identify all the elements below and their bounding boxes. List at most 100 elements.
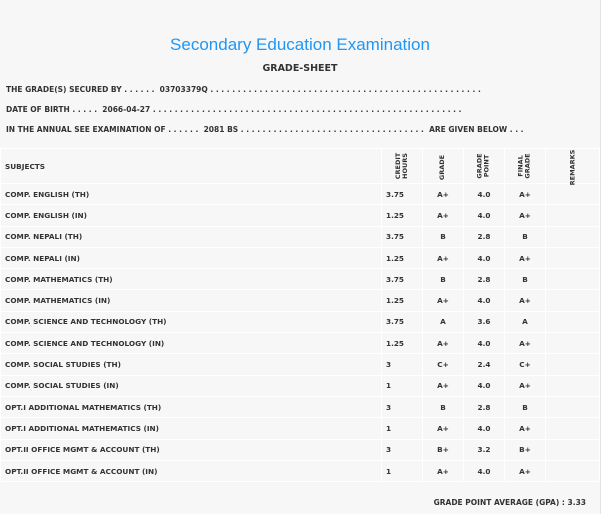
cell-final: B: [504, 395, 546, 419]
cell-point: 2.4: [463, 353, 505, 376]
cell-subject: COMP. NEPALI (TH): [0, 225, 382, 248]
cell-subject: OPT.II OFFICE MGMT & ACCOUNT (IN): [0, 459, 382, 483]
cell-final: B: [504, 225, 546, 248]
cell-credit: 3.75: [381, 182, 423, 206]
cell-credit: 3.75: [381, 310, 423, 334]
cell-point: 4.0: [463, 289, 505, 312]
header-subjects: SUBJECTS: [0, 148, 382, 184]
cell-grade: B: [422, 395, 464, 419]
cell-subject: COMP. ENGLISH (IN): [0, 204, 382, 227]
table-row: COMP. NEPALI (IN) 1.25 A+ 4.0 A+: [0, 246, 600, 270]
cell-credit: 1.25: [381, 332, 423, 355]
table-row: OPT.II OFFICE MGMT & ACCOUNT (TH) 3 B+ 3.2 B…: [0, 438, 600, 461]
cell-point: 4.0: [463, 204, 505, 227]
cell-point: 2.8: [463, 268, 505, 291]
cell-grade: A+: [422, 182, 464, 206]
cell-credit: 1.25: [381, 246, 423, 270]
cell-remarks: [545, 438, 600, 461]
page-title: Secondary Education Examination: [170, 35, 430, 54]
table-row: OPT.I ADDITIONAL MATHEMATICS (IN) 1 A+ 4.0 A…: [0, 417, 600, 440]
cell-credit: 1.25: [381, 289, 423, 312]
cell-subject: OPT.I ADDITIONAL MATHEMATICS (TH): [0, 395, 382, 419]
cell-remarks: [545, 417, 600, 440]
cell-remarks: [545, 268, 600, 291]
cell-grade: A+: [422, 374, 464, 397]
cell-credit: 3: [381, 438, 423, 461]
table-row: OPT.II OFFICE MGMT & ACCOUNT (IN) 1 A+ 4.0 A…: [0, 459, 600, 483]
cell-credit: 3.75: [381, 268, 423, 291]
cell-remarks: [545, 289, 600, 312]
cell-grade: A: [422, 310, 464, 334]
table-row: COMP. MATHEMATICS (TH) 3.75 B 2.8 B: [0, 268, 600, 291]
header-point: GRADE POINT: [476, 153, 491, 179]
header-final: FINAL GRADE: [517, 153, 532, 179]
cell-final: A+: [504, 289, 546, 312]
header-remarks: REMARKS: [567, 149, 576, 185]
cell-credit: 1: [381, 459, 423, 483]
grades-table: SUBJECTS CREDIT HOURS GRADE GRADE POINT …: [0, 148, 600, 483]
cell-final: C+: [504, 353, 546, 376]
cell-final: B: [504, 268, 546, 291]
cell-credit: 1.25: [381, 204, 423, 227]
cell-final: B+: [504, 438, 546, 461]
gpa: GRADE POINT AVERAGE (GPA) : 3.33: [433, 498, 586, 507]
table-row: COMP. NEPALI (TH) 3.75 B 2.8 B: [0, 225, 600, 248]
cell-grade: B+: [422, 438, 464, 461]
cell-credit: 1: [381, 374, 423, 397]
table-row: COMP. ENGLISH (TH) 3.75 A+ 4.0 A+: [0, 182, 600, 206]
cell-point: 4.0: [463, 332, 505, 355]
cell-subject: COMP. SCIENCE AND TECHNOLOGY (TH): [0, 310, 382, 334]
header-grade: GRADE: [438, 154, 447, 180]
cell-grade: A+: [422, 332, 464, 355]
cell-remarks: [545, 374, 600, 397]
cell-subject: COMP. MATHEMATICS (TH): [0, 268, 382, 291]
cell-final: A+: [504, 374, 546, 397]
cell-remarks: [545, 182, 600, 206]
cell-point: 4.0: [463, 374, 505, 397]
cell-grade: A+: [422, 417, 464, 440]
cell-credit: 3: [381, 395, 423, 419]
cell-grade: A+: [422, 204, 464, 227]
cell-point: 2.8: [463, 395, 505, 419]
dob-line: DATE OF BIRTH . . . . . 2066-04-27 . . .…: [6, 105, 462, 114]
cell-subject: COMP. SOCIAL STUDIES (IN): [0, 374, 382, 397]
cell-remarks: [545, 459, 600, 483]
cell-subject: COMP. MATHEMATICS (IN): [0, 289, 382, 312]
cell-grade: C+: [422, 353, 464, 376]
cell-remarks: [545, 332, 600, 355]
cell-grade: B: [422, 268, 464, 291]
header-credit: CREDIT HOURS: [394, 152, 409, 180]
cell-point: 3.6: [463, 310, 505, 334]
secured-by-line: THE GRADE(S) SECURED BY . . . . . . 0370…: [6, 85, 481, 94]
table-row: COMP. SCIENCE AND TECHNOLOGY (IN) 1.25 A+ 4…: [0, 332, 600, 355]
table-row: COMP. ENGLISH (IN) 1.25 A+ 4.0 A+: [0, 204, 600, 227]
cell-remarks: [545, 353, 600, 376]
cell-point: 3.2: [463, 438, 505, 461]
exam-line: IN THE ANNUAL SEE EXAMINATION OF . . . .…: [6, 125, 524, 134]
cell-final: A+: [504, 204, 546, 227]
cell-grade: A+: [422, 459, 464, 483]
cell-grade: A+: [422, 289, 464, 312]
cell-remarks: [545, 246, 600, 270]
cell-final: A+: [504, 459, 546, 483]
cell-point: 4.0: [463, 246, 505, 270]
cell-final: A+: [504, 332, 546, 355]
cell-grade: A+: [422, 246, 464, 270]
cell-remarks: [545, 310, 600, 334]
cell-remarks: [545, 204, 600, 227]
cell-subject: COMP. SOCIAL STUDIES (TH): [0, 353, 382, 376]
cell-credit: 1: [381, 417, 423, 440]
cell-point: 4.0: [463, 459, 505, 483]
cell-credit: 3.75: [381, 225, 423, 248]
cell-subject: OPT.II OFFICE MGMT & ACCOUNT (TH): [0, 438, 382, 461]
table-row: COMP. SCIENCE AND TECHNOLOGY (TH) 3.75 A 3.…: [0, 310, 600, 334]
cell-subject: COMP. ENGLISH (TH): [0, 182, 382, 206]
cell-final: A+: [504, 182, 546, 206]
cell-final: A: [504, 310, 546, 334]
cell-subject: OPT.I ADDITIONAL MATHEMATICS (IN): [0, 417, 382, 440]
subtitle: GRADE-SHEET: [262, 63, 338, 74]
cell-remarks: [545, 395, 600, 419]
cell-subject: COMP. NEPALI (IN): [0, 246, 382, 270]
cell-grade: B: [422, 225, 464, 248]
